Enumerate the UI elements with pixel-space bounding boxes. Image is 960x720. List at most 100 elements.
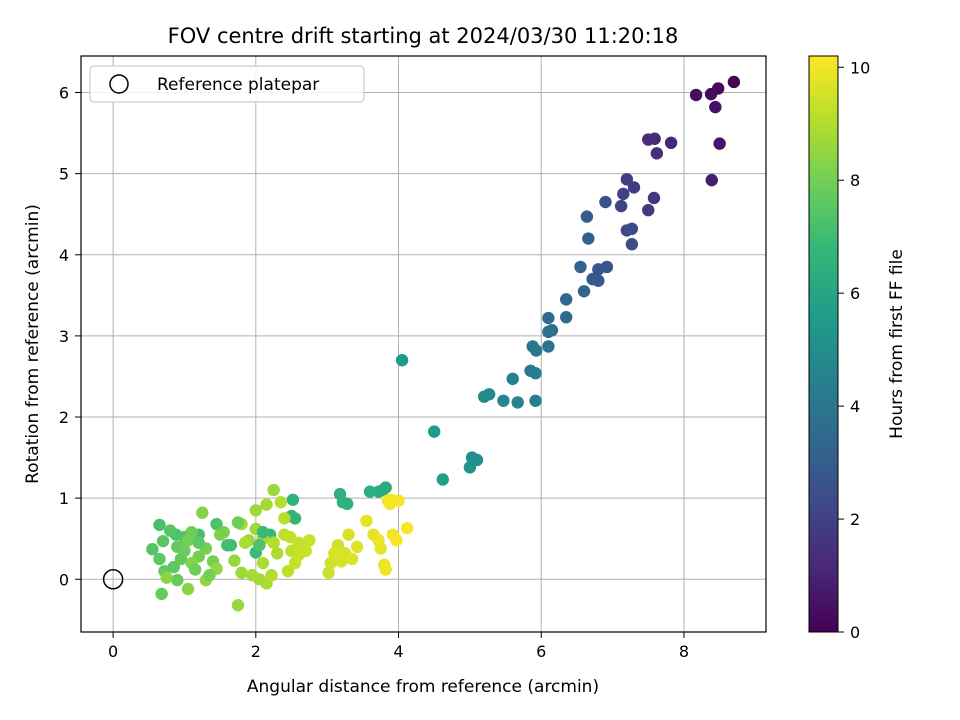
legend: Reference platepar [89, 65, 365, 103]
data-point [350, 540, 364, 554]
data-point [727, 75, 741, 89]
data-point [188, 563, 202, 576]
colorbar-gradient [808, 55, 839, 633]
data-point [238, 536, 252, 549]
colorbar: 0 2 4 6 8 10 [808, 55, 870, 642]
data-point [506, 372, 519, 386]
data-point [704, 87, 718, 101]
data-point [713, 137, 726, 150]
data-point [292, 548, 305, 562]
data-point [342, 528, 355, 541]
data-point [542, 325, 555, 339]
data-point [592, 263, 605, 276]
legend-entry-reference: Reference platepar [157, 75, 319, 95]
data-point [560, 293, 573, 306]
data-point [560, 311, 573, 324]
data-point [620, 173, 634, 186]
data-point [577, 285, 591, 298]
data-point [511, 396, 524, 409]
x-tick-label: 6 [536, 642, 546, 661]
data-point [153, 518, 166, 532]
data-point [705, 173, 718, 187]
data-point [428, 425, 441, 438]
data-point [196, 506, 209, 519]
y-tick-label: 0 [59, 570, 69, 589]
data-point [625, 222, 639, 235]
x-axis: 0 2 4 6 8 [108, 632, 689, 661]
colorbar-tick-label: 4 [850, 397, 860, 416]
data-point [379, 563, 392, 576]
data-point [689, 88, 703, 102]
data-point [228, 554, 241, 567]
data-point [497, 394, 510, 407]
y-tick-label: 3 [59, 327, 69, 346]
data-point [647, 191, 661, 205]
colorbar-tick-label: 8 [850, 171, 860, 190]
data-point [288, 512, 302, 525]
data-point [542, 340, 555, 353]
data-point [235, 566, 248, 579]
data-point [167, 560, 180, 574]
data-point [171, 540, 184, 554]
data-point [599, 195, 612, 209]
data-point [324, 556, 337, 570]
legend-box [89, 65, 365, 103]
data-point [642, 133, 655, 146]
data-point [542, 311, 555, 325]
data-point [322, 566, 335, 579]
x-axis-label: Angular distance from reference (arcmin) [247, 677, 599, 697]
data-point [664, 136, 678, 150]
data-point [174, 552, 188, 566]
data-point [217, 526, 230, 539]
data-point [303, 534, 316, 547]
data-point [530, 344, 543, 357]
data-point [256, 526, 270, 539]
data-point [574, 260, 587, 274]
data-point [274, 495, 287, 509]
data-point [642, 203, 655, 217]
colorbar-tick-label: 6 [850, 284, 860, 303]
data-point [372, 534, 385, 547]
data-point [278, 512, 291, 525]
data-point [249, 504, 263, 517]
data-point [203, 569, 216, 582]
x-tick-label: 4 [393, 642, 403, 661]
data-point [221, 538, 234, 552]
data-point [363, 485, 377, 498]
data-point [360, 514, 373, 528]
data-point [283, 530, 297, 544]
data-point [709, 100, 722, 114]
y-tick-label: 1 [59, 489, 69, 508]
data-point [181, 534, 195, 547]
data-point [231, 516, 245, 529]
data-point [160, 571, 173, 584]
y-tick-label: 5 [59, 165, 69, 184]
data-point [281, 564, 295, 578]
data-point [267, 536, 280, 549]
data-points [146, 75, 741, 612]
data-point [390, 534, 403, 547]
data-point [181, 582, 195, 596]
data-point [477, 390, 491, 403]
y-tick-label: 6 [59, 84, 69, 103]
data-point [256, 556, 270, 570]
data-point [345, 552, 359, 566]
colorbar-tick-label: 2 [850, 510, 860, 529]
y-tick-label: 4 [59, 246, 69, 265]
data-point [529, 367, 542, 380]
data-point [260, 498, 273, 511]
data-point [376, 483, 390, 497]
data-point [163, 524, 177, 537]
data-point [650, 147, 664, 160]
reference-marker-group [102, 569, 124, 590]
data-point [153, 552, 166, 566]
data-point [592, 274, 605, 287]
y-tick-label: 2 [59, 408, 69, 427]
reference-marker [102, 569, 124, 590]
data-point [436, 473, 449, 486]
data-point [271, 547, 284, 560]
data-point [210, 517, 223, 531]
data-point [156, 534, 170, 548]
y-axis-label: Rotation from reference (arcmin) [23, 204, 43, 484]
